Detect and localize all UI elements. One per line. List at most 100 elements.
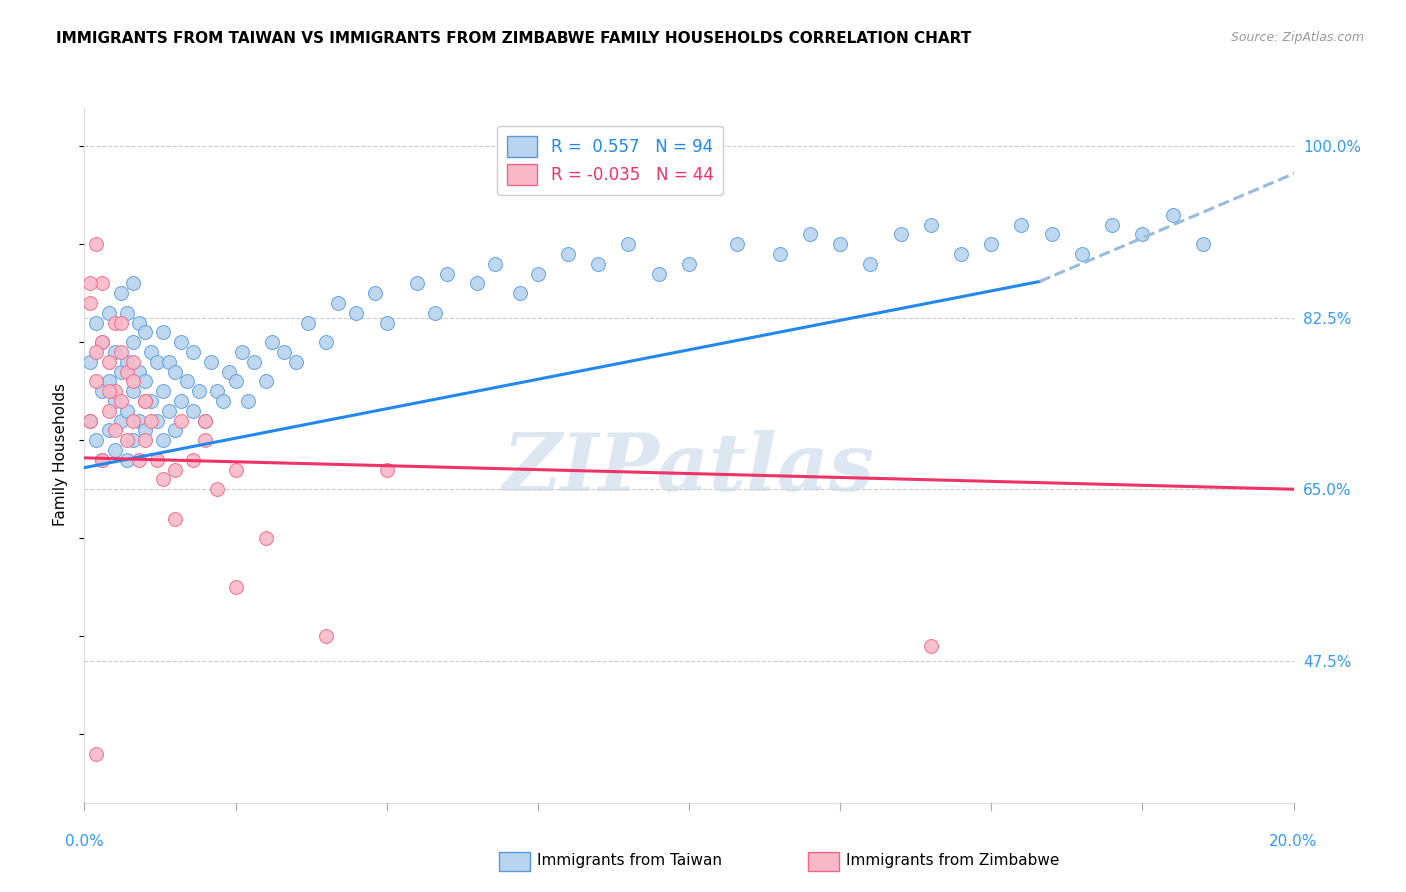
Point	[134, 394, 156, 409]
Point	[104, 345, 127, 359]
Point	[121, 355, 143, 369]
Point	[328, 296, 350, 310]
Point	[315, 629, 337, 643]
Point	[157, 355, 180, 369]
Point	[86, 237, 108, 252]
Point	[225, 580, 247, 594]
Point	[207, 482, 229, 496]
Point	[557, 247, 579, 261]
Point	[509, 286, 531, 301]
Point	[79, 296, 101, 310]
Point	[678, 257, 700, 271]
Point	[91, 452, 114, 467]
Point	[194, 414, 217, 428]
Point	[91, 335, 114, 350]
Point	[86, 375, 108, 389]
Point	[346, 306, 368, 320]
Point	[110, 316, 132, 330]
Point	[769, 247, 792, 261]
Point	[207, 384, 229, 399]
Point	[231, 345, 253, 359]
Point	[115, 404, 138, 418]
Point	[91, 452, 114, 467]
Point	[423, 306, 446, 320]
Point	[115, 365, 138, 379]
Point	[134, 375, 156, 389]
Point	[484, 257, 506, 271]
Point	[79, 277, 101, 291]
Point	[165, 511, 187, 525]
Point	[152, 384, 174, 399]
Point	[79, 414, 101, 428]
Point	[830, 237, 852, 252]
Point	[121, 335, 143, 350]
Point	[115, 355, 138, 369]
Point	[128, 316, 150, 330]
Text: IMMIGRANTS FROM TAIWAN VS IMMIGRANTS FROM ZIMBABWE FAMILY HOUSEHOLDS CORRELATION: IMMIGRANTS FROM TAIWAN VS IMMIGRANTS FRO…	[56, 31, 972, 46]
Point	[1011, 218, 1033, 232]
Point	[146, 355, 169, 369]
Point	[110, 345, 132, 359]
Point	[139, 394, 162, 409]
Point	[121, 384, 143, 399]
Point	[121, 277, 143, 291]
Point	[104, 316, 127, 330]
Point	[920, 639, 942, 653]
Point	[110, 365, 132, 379]
Point	[128, 365, 150, 379]
Point	[617, 237, 640, 252]
Point	[260, 335, 283, 350]
Point	[152, 434, 174, 448]
Point	[152, 472, 174, 486]
Point	[115, 306, 138, 320]
Text: Immigrants from Taiwan: Immigrants from Taiwan	[537, 854, 723, 868]
Point	[91, 335, 114, 350]
Point	[170, 414, 193, 428]
Point	[588, 257, 610, 271]
Point	[212, 394, 235, 409]
Point	[242, 355, 264, 369]
Point	[467, 277, 489, 291]
Point	[170, 394, 193, 409]
Point	[86, 345, 108, 359]
Point	[91, 384, 114, 399]
Point	[181, 345, 204, 359]
Point	[115, 434, 138, 448]
Point	[79, 355, 101, 369]
Point	[188, 384, 211, 399]
Point	[406, 277, 429, 291]
Point	[91, 277, 114, 291]
Point	[1161, 208, 1184, 222]
Point	[86, 316, 108, 330]
Text: Source: ZipAtlas.com: Source: ZipAtlas.com	[1230, 31, 1364, 45]
Point	[1040, 227, 1063, 242]
Point	[104, 424, 127, 438]
Text: 0.0%: 0.0%	[65, 834, 104, 849]
Point	[194, 434, 217, 448]
Point	[363, 286, 385, 301]
Point	[165, 365, 187, 379]
Legend: R =  0.557   N = 94, R = -0.035   N = 44: R = 0.557 N = 94, R = -0.035 N = 44	[498, 126, 724, 195]
Point	[527, 267, 550, 281]
Point	[128, 452, 150, 467]
Point	[128, 414, 150, 428]
Point	[254, 531, 277, 545]
Point	[139, 345, 162, 359]
Point	[97, 424, 120, 438]
Point	[799, 227, 821, 242]
Point	[315, 335, 337, 350]
Point	[194, 414, 217, 428]
Point	[181, 404, 204, 418]
Point	[104, 394, 127, 409]
Point	[146, 414, 169, 428]
Point	[285, 355, 308, 369]
Point	[134, 326, 156, 340]
Point	[121, 414, 143, 428]
Point	[225, 375, 247, 389]
Point	[104, 384, 127, 399]
Point	[950, 247, 973, 261]
Point	[86, 747, 108, 761]
Point	[139, 414, 162, 428]
Point	[134, 424, 156, 438]
Point	[134, 434, 156, 448]
